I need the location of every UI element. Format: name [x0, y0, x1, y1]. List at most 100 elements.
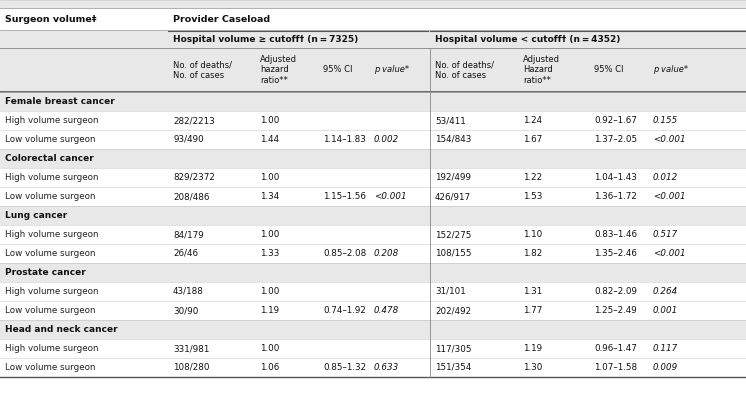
Text: 1.53: 1.53	[523, 192, 542, 201]
Bar	[0, 320, 746, 339]
Text: 152/275: 152/275	[435, 230, 471, 239]
Bar	[0, 111, 746, 130]
Bar	[0, 48, 746, 92]
Text: Female breast cancer: Female breast cancer	[5, 97, 115, 106]
Text: 208/486: 208/486	[173, 192, 210, 201]
Text: 282/2213: 282/2213	[173, 116, 215, 125]
Text: 426/917: 426/917	[435, 192, 471, 201]
Text: 1.06: 1.06	[260, 363, 279, 372]
Text: 43/188: 43/188	[173, 287, 204, 296]
Text: 0.85–2.08: 0.85–2.08	[323, 249, 366, 258]
Text: Low volume surgeon: Low volume surgeon	[5, 192, 95, 201]
Text: 192/499: 192/499	[435, 173, 471, 182]
Text: High volume surgeon: High volume surgeon	[5, 116, 98, 125]
Text: 1.14–1.83: 1.14–1.83	[323, 135, 366, 144]
Text: 0.264: 0.264	[653, 287, 678, 296]
Text: 1.10: 1.10	[523, 230, 542, 239]
Text: <0.001: <0.001	[653, 192, 686, 201]
Text: 1.31: 1.31	[523, 287, 542, 296]
Bar	[0, 206, 746, 225]
Text: 1.24: 1.24	[523, 116, 542, 125]
Bar	[0, 358, 746, 377]
Text: 0.478: 0.478	[374, 306, 399, 315]
Text: Surgeon volume‡: Surgeon volume‡	[5, 14, 96, 24]
Bar	[0, 8, 746, 30]
Text: Prostate cancer: Prostate cancer	[5, 268, 86, 277]
Text: 1.00: 1.00	[260, 230, 279, 239]
Text: 331/981: 331/981	[173, 344, 210, 353]
Text: 0.002: 0.002	[374, 135, 399, 144]
Text: 202/492: 202/492	[435, 306, 471, 315]
Text: Lung cancer: Lung cancer	[5, 211, 67, 220]
Bar	[0, 0, 746, 8]
Text: 1.15–1.56: 1.15–1.56	[323, 192, 366, 201]
Text: 53/411: 53/411	[435, 116, 466, 125]
Text: 0.85–1.32: 0.85–1.32	[323, 363, 366, 372]
Text: 0.74–1.92: 0.74–1.92	[323, 306, 366, 315]
Text: 1.25–2.49: 1.25–2.49	[594, 306, 637, 315]
Text: 95% CI: 95% CI	[594, 65, 624, 75]
Text: 0.155: 0.155	[653, 116, 678, 125]
Text: 1.37–2.05: 1.37–2.05	[594, 135, 637, 144]
Text: Hospital volume < cutoff† (n = 4352): Hospital volume < cutoff† (n = 4352)	[435, 34, 621, 43]
Text: 26/46: 26/46	[173, 249, 198, 258]
Text: 829/2372: 829/2372	[173, 173, 215, 182]
Text: High volume surgeon: High volume surgeon	[5, 344, 98, 353]
Text: 0.83–1.46: 0.83–1.46	[594, 230, 637, 239]
Bar	[0, 130, 746, 149]
Text: 1.22: 1.22	[523, 173, 542, 182]
Text: 0.117: 0.117	[653, 344, 678, 353]
Text: 151/354: 151/354	[435, 363, 471, 372]
Text: Low volume surgeon: Low volume surgeon	[5, 249, 95, 258]
Text: Adjusted
Hazard
ratio**: Adjusted Hazard ratio**	[523, 55, 560, 85]
Text: No. of deaths/
No. of cases: No. of deaths/ No. of cases	[173, 60, 232, 80]
Text: High volume surgeon: High volume surgeon	[5, 230, 98, 239]
Text: High volume surgeon: High volume surgeon	[5, 287, 98, 296]
Text: <0.001: <0.001	[653, 249, 686, 258]
Text: 1.30: 1.30	[523, 363, 542, 372]
Text: 108/280: 108/280	[173, 363, 210, 372]
Bar	[0, 244, 746, 263]
Text: 1.67: 1.67	[523, 135, 542, 144]
Text: 154/843: 154/843	[435, 135, 471, 144]
Bar	[0, 149, 746, 168]
Text: 0.517: 0.517	[653, 230, 678, 239]
Text: Provider Caseload: Provider Caseload	[173, 14, 270, 24]
Text: Low volume surgeon: Low volume surgeon	[5, 135, 95, 144]
Bar	[0, 92, 746, 111]
Text: Colorectal cancer: Colorectal cancer	[5, 154, 94, 163]
Text: 1.07–1.58: 1.07–1.58	[594, 363, 637, 372]
Text: 1.36–1.72: 1.36–1.72	[594, 192, 637, 201]
Text: <0.001: <0.001	[374, 192, 407, 201]
Text: p value*: p value*	[653, 65, 688, 75]
Text: 1.04–1.43: 1.04–1.43	[594, 173, 637, 182]
Text: 1.82: 1.82	[523, 249, 542, 258]
Text: 31/101: 31/101	[435, 287, 466, 296]
Text: 0.009: 0.009	[653, 363, 678, 372]
Text: 1.44: 1.44	[260, 135, 279, 144]
Bar	[0, 339, 746, 358]
Text: 95% CI: 95% CI	[323, 65, 353, 75]
Text: 0.82–2.09: 0.82–2.09	[594, 287, 637, 296]
Text: 1.77: 1.77	[523, 306, 542, 315]
Bar	[0, 282, 746, 301]
Text: 1.35–2.46: 1.35–2.46	[594, 249, 637, 258]
Text: 1.19: 1.19	[260, 306, 279, 315]
Text: 0.92–1.67: 0.92–1.67	[594, 116, 637, 125]
Text: 1.34: 1.34	[260, 192, 279, 201]
Bar	[0, 225, 746, 244]
Text: 117/305: 117/305	[435, 344, 471, 353]
Text: 84/179: 84/179	[173, 230, 204, 239]
Bar	[0, 263, 746, 282]
Text: 1.00: 1.00	[260, 287, 279, 296]
Text: Head and neck cancer: Head and neck cancer	[5, 325, 118, 334]
Bar	[0, 168, 746, 187]
Text: Hospital volume ≥ cutoff† (n = 7325): Hospital volume ≥ cutoff† (n = 7325)	[173, 34, 358, 43]
Bar	[0, 187, 746, 206]
Text: No. of deaths/
No. of cases: No. of deaths/ No. of cases	[435, 60, 494, 80]
Text: 30/90: 30/90	[173, 306, 198, 315]
Text: 1.33: 1.33	[260, 249, 279, 258]
Text: p value*: p value*	[374, 65, 409, 75]
Bar	[0, 30, 746, 48]
Text: High volume surgeon: High volume surgeon	[5, 173, 98, 182]
